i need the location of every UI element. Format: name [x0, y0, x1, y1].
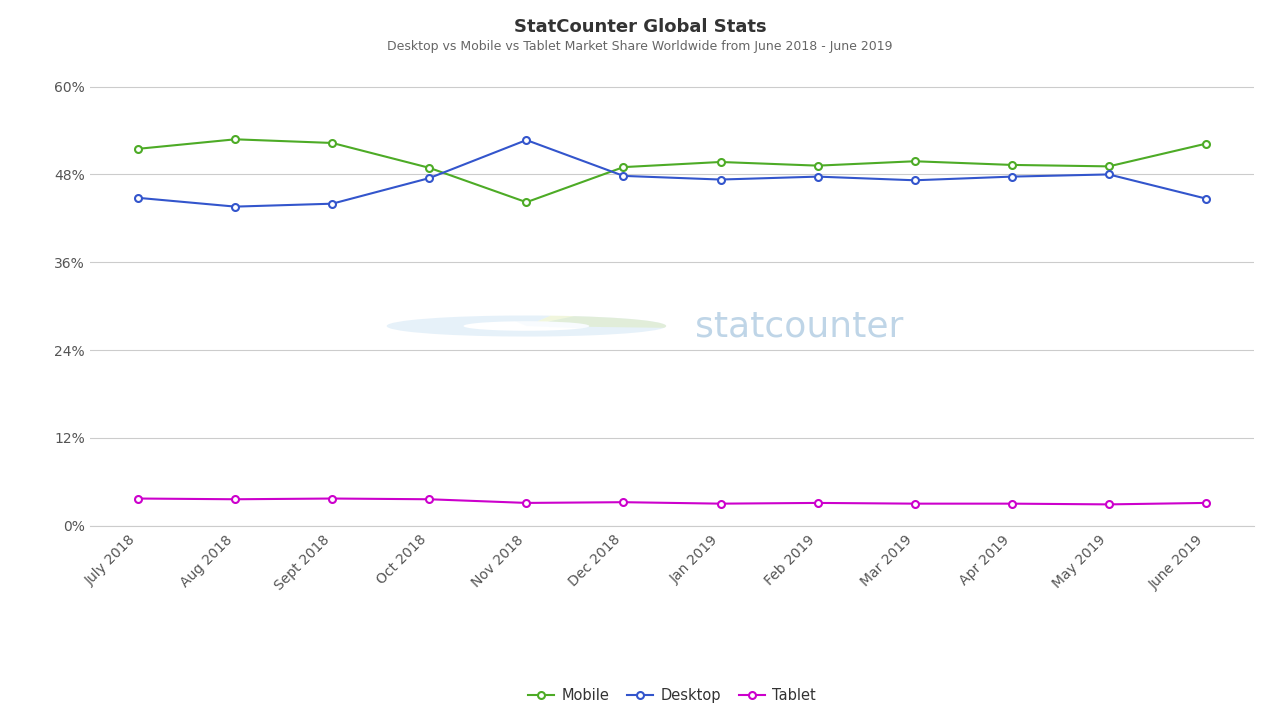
Wedge shape — [538, 315, 666, 328]
Text: statcounter: statcounter — [695, 309, 904, 343]
Legend: Mobile, Desktop, Tablet: Mobile, Desktop, Tablet — [522, 682, 822, 708]
Text: Desktop vs Mobile vs Tablet Market Share Worldwide from June 2018 - June 2019: Desktop vs Mobile vs Tablet Market Share… — [388, 40, 892, 53]
Text: StatCounter Global Stats: StatCounter Global Stats — [513, 18, 767, 36]
Wedge shape — [387, 315, 666, 336]
Wedge shape — [516, 321, 589, 328]
